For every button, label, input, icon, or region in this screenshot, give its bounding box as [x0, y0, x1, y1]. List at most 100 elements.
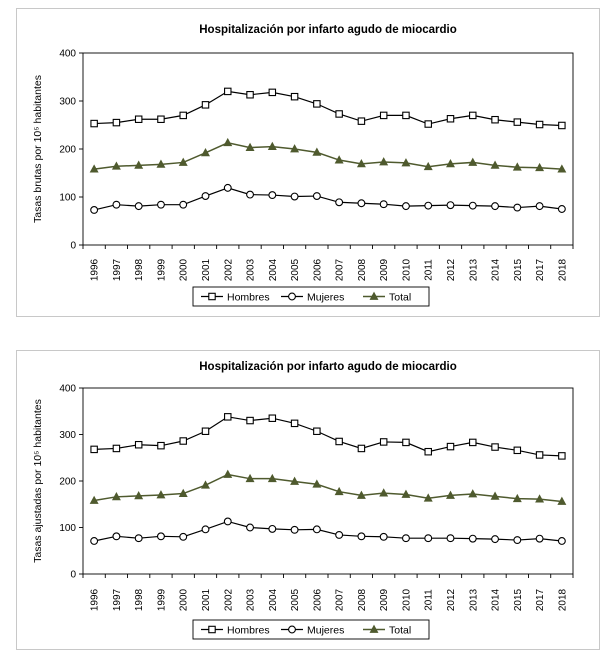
data-point-total-2011 — [423, 493, 433, 502]
data-point-mujeres-2009 — [379, 532, 388, 541]
data-point-total-1997 — [111, 491, 121, 501]
data-point-mujeres-2004 — [268, 191, 277, 200]
data-point-mujeres-2001 — [201, 525, 210, 534]
x-tick-label-2008: 2008 — [357, 258, 368, 281]
data-point-hombres-2007 — [335, 437, 343, 446]
data-point-mujeres-2011 — [424, 534, 433, 543]
x-tick-label-2005: 2005 — [290, 588, 301, 611]
x-tick-label-2003: 2003 — [246, 588, 257, 611]
data-point-total-2005 — [290, 476, 300, 485]
data-point-mujeres-2015 — [513, 536, 522, 545]
data-point-total-1999 — [156, 159, 166, 168]
y-tick-label: 0 — [70, 241, 76, 252]
data-point-hombres-2012 — [446, 115, 455, 123]
data-point-total-2012 — [446, 159, 455, 168]
legend-box — [192, 619, 430, 640]
data-point-mujeres-2000 — [179, 200, 188, 209]
data-point-total-2006 — [312, 147, 322, 156]
data-point-total-1998 — [134, 160, 144, 169]
data-point-mujeres-2012 — [446, 201, 455, 210]
x-tick-label-2017: 2017 — [535, 258, 546, 281]
x-tick-label-2002: 2002 — [223, 588, 234, 611]
data-point-hombres-2006 — [313, 427, 321, 435]
data-point-mujeres-1999 — [157, 200, 165, 209]
data-point-mujeres-2013 — [468, 534, 477, 543]
data-point-hombres-2005 — [290, 92, 299, 101]
legend-label-hombres: Hombres — [227, 292, 270, 304]
x-tick-label-2014: 2014 — [491, 588, 502, 611]
data-point-total-2015 — [512, 493, 522, 503]
data-point-total-2007 — [334, 155, 344, 164]
data-point-total-2000 — [178, 488, 188, 497]
data-point-total-2018 — [557, 164, 567, 173]
legend-label-total: Total — [389, 625, 411, 637]
x-tick-label-2014: 2014 — [491, 258, 502, 281]
data-point-total-2008 — [356, 490, 366, 499]
x-tick-label-2010: 2010 — [401, 258, 412, 281]
data-point-mujeres-1997 — [112, 532, 121, 541]
x-tick-label-2011: 2011 — [424, 259, 435, 281]
series-hombres — [90, 87, 566, 130]
data-point-mujeres-2002 — [223, 183, 232, 192]
x-tick-label-2010: 2010 — [401, 588, 412, 611]
data-point-mujeres-2008 — [357, 199, 366, 208]
data-point-total-2001 — [201, 148, 210, 157]
x-tick-label-1998: 1998 — [134, 588, 145, 611]
data-point-total-2009 — [379, 157, 389, 166]
y-tick-label: 100 — [59, 193, 76, 204]
data-point-hombres-2003 — [246, 416, 254, 425]
data-point-hombres-2002 — [224, 87, 232, 96]
data-point-mujeres-2015 — [513, 203, 522, 212]
y-tick-label: 300 — [59, 97, 76, 108]
chart-bruta: Hospitalización por infarto agudo de mio… — [32, 24, 574, 307]
data-point-hombres-2008 — [357, 117, 366, 125]
chart-ajustada: Hospitalización por infarto agudo de mio… — [32, 361, 574, 640]
series-line-mujeres — [93, 187, 562, 211]
x-tick-label-2018: 2018 — [557, 258, 568, 281]
x-tick-label-2006: 2006 — [312, 258, 323, 281]
data-point-hombres-2007 — [335, 110, 343, 118]
data-point-mujeres-2003 — [246, 190, 254, 199]
data-point-mujeres-2002 — [223, 517, 232, 526]
data-point-hombres-2009 — [379, 438, 388, 446]
data-point-mujeres-2005 — [290, 192, 299, 201]
data-point-hombres-2012 — [446, 442, 455, 451]
x-tick-label-2015: 2015 — [513, 588, 524, 611]
x-tick-label-1998: 1998 — [134, 258, 145, 281]
data-point-total-2003 — [245, 473, 255, 483]
data-point-mujeres-2009 — [379, 200, 388, 209]
x-tick-label-2012: 2012 — [446, 258, 457, 281]
x-tick-label-2011: 2011 — [424, 589, 435, 611]
data-point-total-2004 — [267, 141, 277, 150]
x-tick-label-2004: 2004 — [268, 588, 279, 611]
x-tick-label-2005: 2005 — [290, 258, 301, 281]
y-tick-label: 100 — [59, 523, 76, 534]
data-point-hombres-2001 — [201, 427, 210, 435]
data-point-total-1996 — [89, 495, 99, 504]
series-line-mujeres — [94, 520, 562, 542]
series-line-total — [94, 473, 562, 503]
data-point-mujeres-1996 — [90, 206, 99, 214]
y-tick-label: 200 — [59, 145, 76, 156]
data-point-total-2017 — [535, 494, 545, 503]
series-line-total — [94, 141, 562, 170]
data-point-hombres-2000 — [179, 111, 187, 120]
data-point-total-2007 — [334, 486, 344, 496]
series-line-hombres — [94, 416, 562, 457]
data-point-hombres-2010 — [402, 438, 410, 447]
data-point-mujeres-2005 — [290, 525, 299, 534]
x-tick-label-1999: 1999 — [156, 258, 167, 281]
data-point-hombres-2004 — [268, 88, 277, 97]
legend-marker-hombres — [208, 292, 216, 301]
data-point-total-2012 — [446, 490, 455, 499]
x-tick-label-2009: 2009 — [379, 258, 390, 281]
data-point-mujeres-2017 — [535, 534, 544, 543]
data-point-hombres-2017 — [535, 451, 544, 459]
x-tick-label-2013: 2013 — [468, 258, 479, 281]
legend-marker-mujeres — [288, 625, 296, 634]
data-point-hombres-1996 — [90, 445, 98, 454]
x-tick-label-2007: 2007 — [335, 588, 346, 611]
data-point-mujeres-2008 — [357, 532, 366, 541]
y-tick-label: 400 — [59, 384, 76, 395]
x-tick-label-1997: 1997 — [112, 258, 123, 281]
